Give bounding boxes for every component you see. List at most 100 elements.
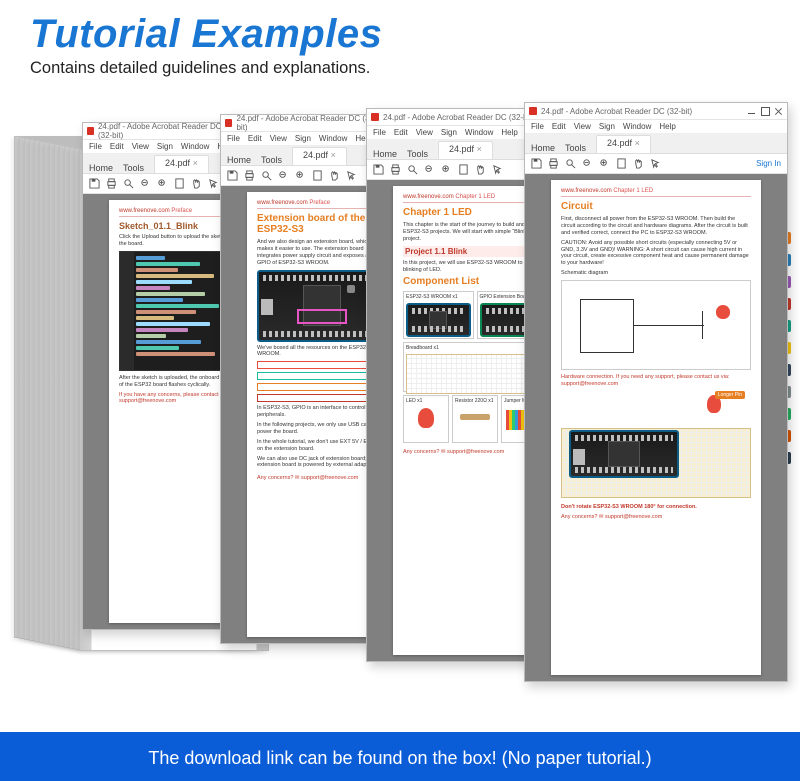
page-fit-icon[interactable]	[174, 178, 185, 189]
menu-view[interactable]: View	[270, 134, 287, 143]
tab-document[interactable]: 24.pdf ×	[596, 135, 651, 153]
search-icon[interactable]	[407, 164, 418, 175]
caution-text: CAUTION: Avoid any possible short circui…	[561, 240, 751, 268]
select-icon[interactable]	[208, 178, 219, 189]
menu-sign[interactable]: Sign	[441, 128, 457, 137]
zoom-in-icon[interactable]	[441, 164, 452, 175]
menu-view[interactable]: View	[132, 142, 149, 151]
tab-home[interactable]: Home	[373, 149, 397, 159]
print-icon[interactable]	[106, 178, 117, 189]
zoom-in-icon[interactable]	[295, 170, 306, 181]
select-icon[interactable]	[650, 158, 661, 169]
zoom-in-icon[interactable]	[599, 158, 610, 169]
breadcrumb: www.freenove.com Chapter 1 LED	[561, 188, 751, 197]
menu-view[interactable]: View	[416, 128, 433, 137]
board-button	[347, 285, 355, 293]
max-button[interactable]	[761, 107, 770, 116]
menu-sign[interactable]: Sign	[599, 122, 615, 131]
hw-label: Hardware connection. If you need any sup…	[561, 374, 751, 388]
menu-edit[interactable]: Edit	[552, 122, 566, 131]
menu-file[interactable]: File	[89, 142, 102, 151]
page-fit-icon[interactable]	[458, 164, 469, 175]
menu-view[interactable]: View	[574, 122, 591, 131]
code-line	[136, 304, 219, 308]
chip	[429, 311, 447, 329]
hand-icon[interactable]	[329, 170, 340, 181]
code-line	[136, 292, 205, 296]
window-title: 24.pdf - Adobe Acrobat Reader DC (32-bit…	[541, 107, 692, 116]
save-icon[interactable]	[373, 164, 384, 175]
warning-text: Don't rotate ESP32-S3 WROOM 180° for con…	[561, 504, 751, 510]
menu-window[interactable]: Window	[181, 142, 209, 151]
print-icon[interactable]	[548, 158, 559, 169]
code-line	[136, 316, 174, 320]
hand-icon[interactable]	[633, 158, 644, 169]
crumb-site: www.freenove.com	[561, 188, 612, 194]
menu-edit[interactable]: Edit	[394, 128, 408, 137]
menu-help[interactable]: Help	[501, 128, 517, 137]
page-fit-icon[interactable]	[616, 158, 627, 169]
zoom-out-icon[interactable]	[582, 158, 593, 169]
tab-document[interactable]: 24.pdf ×	[154, 155, 209, 173]
tab-home[interactable]: Home	[227, 155, 251, 165]
usb-port	[573, 449, 585, 465]
tab-tools[interactable]: Tools	[261, 155, 282, 165]
search-icon[interactable]	[261, 170, 272, 181]
tab-close-icon[interactable]: ×	[632, 138, 640, 148]
component-label: LED x1	[406, 398, 446, 404]
tab-home[interactable]: Home	[89, 163, 113, 173]
zoom-out-icon[interactable]	[278, 170, 289, 181]
tab-close-icon[interactable]: ×	[190, 158, 198, 168]
gutter	[83, 194, 109, 629]
tab-close-icon[interactable]: ×	[328, 150, 336, 160]
tab-tools[interactable]: Tools	[123, 163, 144, 173]
zoom-out-icon[interactable]	[140, 178, 151, 189]
editor-lines	[136, 256, 232, 356]
crumb-section: Preface	[308, 200, 330, 206]
zoom-out-icon[interactable]	[424, 164, 435, 175]
min-button[interactable]	[748, 107, 757, 116]
close-button[interactable]	[774, 107, 783, 116]
menu-edit[interactable]: Edit	[110, 142, 124, 151]
led-symbol	[716, 305, 730, 319]
zoom-in-icon[interactable]	[157, 178, 168, 189]
tab-document[interactable]: 24.pdf ×	[438, 141, 493, 159]
tab-home[interactable]: Home	[531, 143, 555, 153]
tab-tools[interactable]: Tools	[407, 149, 428, 159]
save-icon[interactable]	[89, 178, 100, 189]
highlight-box	[297, 309, 347, 324]
body-text: First, disconnect all power from the ESP…	[561, 216, 751, 237]
hand-icon[interactable]	[475, 164, 486, 175]
search-icon[interactable]	[565, 158, 576, 169]
save-icon[interactable]	[531, 158, 542, 169]
crumb-site: www.freenove.com	[403, 194, 454, 200]
app-icon	[225, 119, 232, 127]
menu-file[interactable]: File	[227, 134, 240, 143]
save-icon[interactable]	[227, 170, 238, 181]
print-icon[interactable]	[390, 164, 401, 175]
wire	[702, 311, 703, 339]
component-cell: LED x1	[403, 395, 449, 443]
hand-icon[interactable]	[191, 178, 202, 189]
menu-sign[interactable]: Sign	[157, 142, 173, 151]
menu-help[interactable]: Help	[659, 122, 675, 131]
toolbar: Sign In	[525, 154, 787, 174]
menu-file[interactable]: File	[373, 128, 386, 137]
document-page: www.freenove.com Chapter 1 LEDCircuitFir…	[551, 180, 761, 675]
tab-document[interactable]: 24.pdf ×	[292, 147, 347, 165]
menu-window[interactable]: Window	[465, 128, 493, 137]
menu-window[interactable]: Window	[623, 122, 651, 131]
select-icon[interactable]	[492, 164, 503, 175]
tab-tools[interactable]: Tools	[565, 143, 586, 153]
page-fit-icon[interactable]	[312, 170, 323, 181]
search-icon[interactable]	[123, 178, 134, 189]
tab-close-icon[interactable]: ×	[474, 144, 482, 154]
menu-window[interactable]: Window	[319, 134, 347, 143]
menu-sign[interactable]: Sign	[295, 134, 311, 143]
select-icon[interactable]	[346, 170, 357, 181]
print-icon[interactable]	[244, 170, 255, 181]
menu-edit[interactable]: Edit	[248, 134, 262, 143]
menu-file[interactable]: File	[531, 122, 544, 131]
gutter	[761, 174, 787, 681]
sign-in-link[interactable]: Sign In	[756, 159, 781, 168]
